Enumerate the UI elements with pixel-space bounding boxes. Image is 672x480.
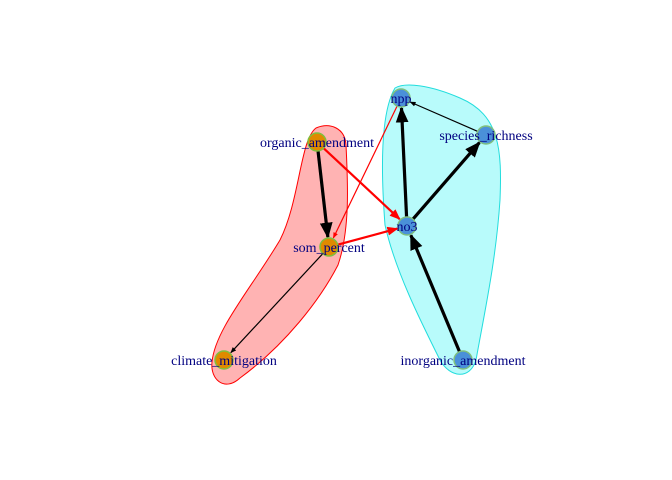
edge-som_percent-to-no3	[337, 226, 399, 246]
node-label-species_richness: species_richness	[439, 129, 532, 144]
group-hull-red	[211, 125, 348, 385]
edge-organic_amendment-to-no3	[322, 147, 401, 220]
edge-inorganic_amendment-to-no3	[409, 233, 462, 353]
edge-npp-to-som_percent	[332, 105, 398, 239]
edge-som_percent-to-climate_mitigation	[230, 253, 324, 354]
edge-species_richness-to-npp	[409, 101, 478, 132]
node-label-som_percent: som_percent	[293, 241, 365, 256]
node-organic_amendment	[307, 132, 327, 152]
node-label-no3: no3	[397, 220, 418, 235]
edge-no3-to-species_richness	[411, 141, 481, 221]
node-npp	[391, 88, 411, 108]
node-species_richness	[476, 125, 496, 145]
node-som_percent	[319, 237, 339, 257]
node-inorganic_amendment	[453, 350, 473, 370]
node-label-organic_amendment: organic_amendment	[260, 136, 374, 151]
nodes-layer	[214, 88, 496, 370]
edge-no3-to-npp	[395, 106, 409, 218]
labels-layer: npp species_richness organic_amendment no3 s…	[171, 92, 533, 369]
node-label-climate_mitigation: climate_mitigation	[171, 354, 277, 369]
node-climate_mitigation	[214, 350, 234, 370]
edge-organic_amendment-to-som_percent	[316, 150, 333, 239]
edges-layer	[230, 101, 481, 354]
node-no3	[397, 216, 417, 236]
node-label-npp: npp	[391, 92, 412, 107]
node-label-inorganic_amendment: inorganic_amendment	[401, 354, 526, 369]
